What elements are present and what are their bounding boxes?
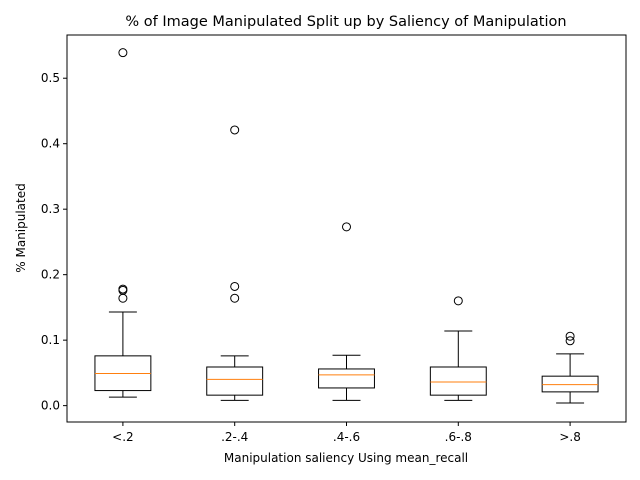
outlier-point <box>230 293 240 303</box>
outlier-point <box>565 336 575 346</box>
y-tick-label: 0.4 <box>41 137 60 151</box>
box-group <box>318 222 375 401</box>
x-tick-label: .4-.6 <box>333 430 360 444</box>
y-tick-label: 0.3 <box>41 202 60 216</box>
box-group <box>429 296 487 401</box>
x-axis-label: Manipulation saliency Using mean_recall <box>224 451 468 465</box>
x-tick-label: .2-.4 <box>221 430 248 444</box>
iqr-box <box>318 368 375 389</box>
outlier-point <box>453 296 463 306</box>
chart-title: % of Image Manipulated Split up by Salie… <box>125 14 566 30</box>
y-tick-label: 0.1 <box>41 333 60 347</box>
x-tick-label: >.8 <box>559 430 581 444</box>
plot-content <box>94 48 599 404</box>
iqr-box <box>541 375 599 393</box>
box-group <box>541 331 599 404</box>
x-tick-label: <.2 <box>112 430 134 444</box>
outlier-point <box>230 281 240 291</box>
outlier-point <box>230 125 240 135</box>
box-group <box>94 48 152 398</box>
outlier-point <box>118 284 128 294</box>
outlier-point <box>342 222 351 232</box>
x-tick-label: .6-.8 <box>445 430 472 444</box>
box-group <box>206 125 264 401</box>
outlier-point <box>565 331 575 341</box>
iqr-box <box>206 366 264 396</box>
outlier-point <box>118 48 128 58</box>
y-axis: 0.0 0.1 0.2 0.3 0.4 0.5 <box>41 71 67 413</box>
y-axis-label: % Manipulated <box>14 183 28 272</box>
iqr-box <box>429 366 487 396</box>
y-tick-label: 0.5 <box>41 71 60 85</box>
y-tick-label: 0.2 <box>41 268 60 282</box>
y-tick-label: 0.0 <box>41 399 60 413</box>
x-axis: <.2 .2-.4 .4-.6 .6-.8 >.8 <box>112 422 581 444</box>
